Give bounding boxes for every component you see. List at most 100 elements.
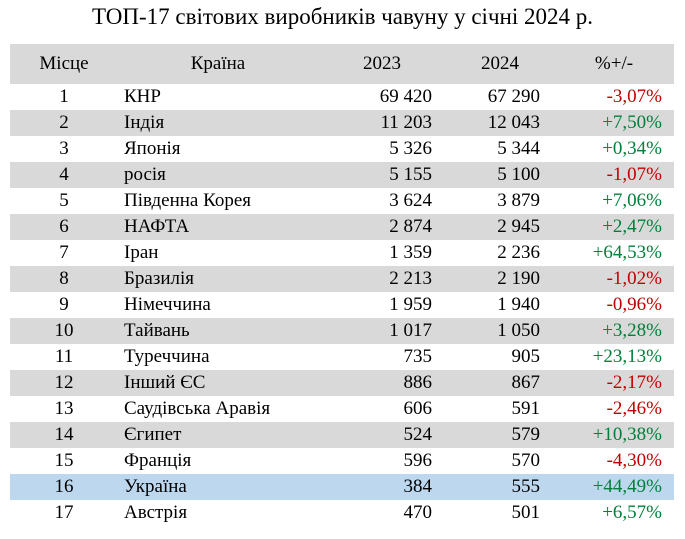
cell-country: КНР (124, 86, 161, 107)
table-row: 16 Україна 384 555 +44,49% (10, 474, 674, 500)
cell-2023: 735 (403, 346, 433, 367)
cell-change: +7,50% (554, 110, 674, 136)
cell-rank: 17 (54, 502, 74, 523)
table-header-row: Місце Країна 2023 2024 %+/- (10, 44, 674, 84)
cell-2023: 2 213 (318, 266, 446, 292)
table-row: 17 Австрія 470 501 +6,57% (10, 500, 674, 526)
cell-country: Франція (124, 450, 192, 471)
cell-change: -2,17% (554, 370, 674, 396)
cell-rank: 16 (10, 474, 118, 500)
cell-rank: 9 (59, 294, 69, 315)
cell-country: Інший ЄС (118, 370, 318, 396)
cell-rank: 5 (59, 190, 69, 211)
cell-country: НАФТА (118, 214, 318, 240)
cell-2024: 591 (511, 398, 541, 419)
cell-change: -3,07% (606, 86, 662, 107)
cell-rank: 2 (10, 110, 118, 136)
cell-rank: 14 (10, 422, 118, 448)
cell-country: Японія (124, 138, 181, 159)
table-row: 2 Індія 11 203 12 043 +7,50% (10, 110, 674, 136)
cell-2024: 570 (511, 450, 541, 471)
table-row: 8 Бразилія 2 213 2 190 -1,02% (10, 266, 674, 292)
cell-change: -1,02% (554, 266, 674, 292)
cell-change: -0,96% (606, 294, 662, 315)
cell-2023: 3 624 (389, 190, 432, 211)
cell-rank: 15 (54, 450, 74, 471)
cell-country: Австрія (124, 502, 188, 523)
table-row: 1 КНР 69 420 67 290 -3,07% (10, 84, 674, 110)
cell-2023: 2 874 (318, 214, 446, 240)
header-2023: 2023 (318, 44, 446, 84)
cell-rank: 6 (10, 214, 118, 240)
cell-2024: 579 (446, 422, 554, 448)
cell-2024: 5 344 (497, 138, 540, 159)
table-row: 10 Тайвань 1 017 1 050 +3,28% (10, 318, 674, 344)
cell-rank: 3 (59, 138, 69, 159)
cell-change: +0,34% (602, 138, 662, 159)
cell-country: Єгипет (118, 422, 318, 448)
cell-country: Німеччина (124, 294, 211, 315)
cell-rank: 1 (59, 86, 69, 107)
cell-change: +10,38% (554, 422, 674, 448)
table-row: 3 Японія 5 326 5 344 +0,34% (10, 136, 674, 162)
header-country: Країна (118, 44, 318, 84)
cell-2024: 67 290 (487, 86, 540, 107)
header-rank: Місце (10, 44, 118, 84)
cell-2023: 5 155 (318, 162, 446, 188)
table-row: 11 Туреччина 735 905 +23,13% (10, 344, 674, 370)
cell-change: +3,28% (554, 318, 674, 344)
cell-country: Україна (118, 474, 318, 500)
producers-table: Місце Країна 2023 2024 %+/- 1 КНР 69 420 67… (10, 44, 674, 526)
cell-change: +23,13% (592, 346, 662, 367)
header-2024: 2024 (446, 44, 554, 84)
cell-country: Бразилія (118, 266, 318, 292)
cell-2023: 11 203 (318, 110, 446, 136)
cell-2024: 905 (511, 346, 541, 367)
cell-country: росія (118, 162, 318, 188)
cell-2024: 1 050 (446, 318, 554, 344)
cell-rank: 10 (10, 318, 118, 344)
cell-change: -1,07% (554, 162, 674, 188)
cell-2024: 2 236 (497, 242, 540, 263)
cell-2024: 501 (511, 502, 541, 523)
table-row: 7 Іран 1 359 2 236 +64,53% (10, 240, 674, 266)
table-row: 5 Південна Корея 3 624 3 879 +7,06% (10, 188, 674, 214)
cell-country: Іран (124, 242, 159, 263)
cell-2024: 555 (446, 474, 554, 500)
cell-change: +7,06% (602, 190, 662, 211)
cell-rank: 8 (10, 266, 118, 292)
cell-2024: 2 190 (446, 266, 554, 292)
cell-change: +2,47% (554, 214, 674, 240)
cell-2024: 867 (446, 370, 554, 396)
cell-2023: 524 (318, 422, 446, 448)
cell-change: +64,53% (592, 242, 662, 263)
cell-2024: 12 043 (446, 110, 554, 136)
table-row: 14 Єгипет 524 579 +10,38% (10, 422, 674, 448)
cell-2023: 1 959 (389, 294, 432, 315)
cell-2023: 5 326 (389, 138, 432, 159)
cell-rank: 13 (54, 398, 74, 419)
cell-2023: 384 (318, 474, 446, 500)
table-row: 9 Німеччина 1 959 1 940 -0,96% (10, 292, 674, 318)
cell-country: Індія (118, 110, 318, 136)
cell-country: Саудівська Аравія (124, 398, 271, 419)
cell-change: +44,49% (554, 474, 674, 500)
table-row: 13 Саудівська Аравія 606 591 -2,46% (10, 396, 674, 422)
cell-2023: 1 017 (318, 318, 446, 344)
cell-country: Туреччина (124, 346, 210, 367)
cell-2023: 470 (403, 502, 433, 523)
table-row: 15 Франція 596 570 -4,30% (10, 448, 674, 474)
cell-rank: 11 (54, 346, 74, 367)
table-body: 1 КНР 69 420 67 290 -3,07% 2 Індія 11 203 12 043… (10, 84, 674, 526)
cell-rank: 4 (10, 162, 118, 188)
table-row: 6 НАФТА 2 874 2 945 +2,47% (10, 214, 674, 240)
table-row: 4 росія 5 155 5 100 -1,07% (10, 162, 674, 188)
cell-country: Південна Корея (124, 190, 252, 211)
cell-country: Тайвань (118, 318, 318, 344)
cell-2024: 2 945 (446, 214, 554, 240)
cell-rank: 7 (59, 242, 69, 263)
cell-change: -4,30% (606, 450, 662, 471)
cell-2023: 1 359 (389, 242, 432, 263)
cell-2023: 606 (403, 398, 433, 419)
table-row: 12 Інший ЄС 886 867 -2,17% (10, 370, 674, 396)
